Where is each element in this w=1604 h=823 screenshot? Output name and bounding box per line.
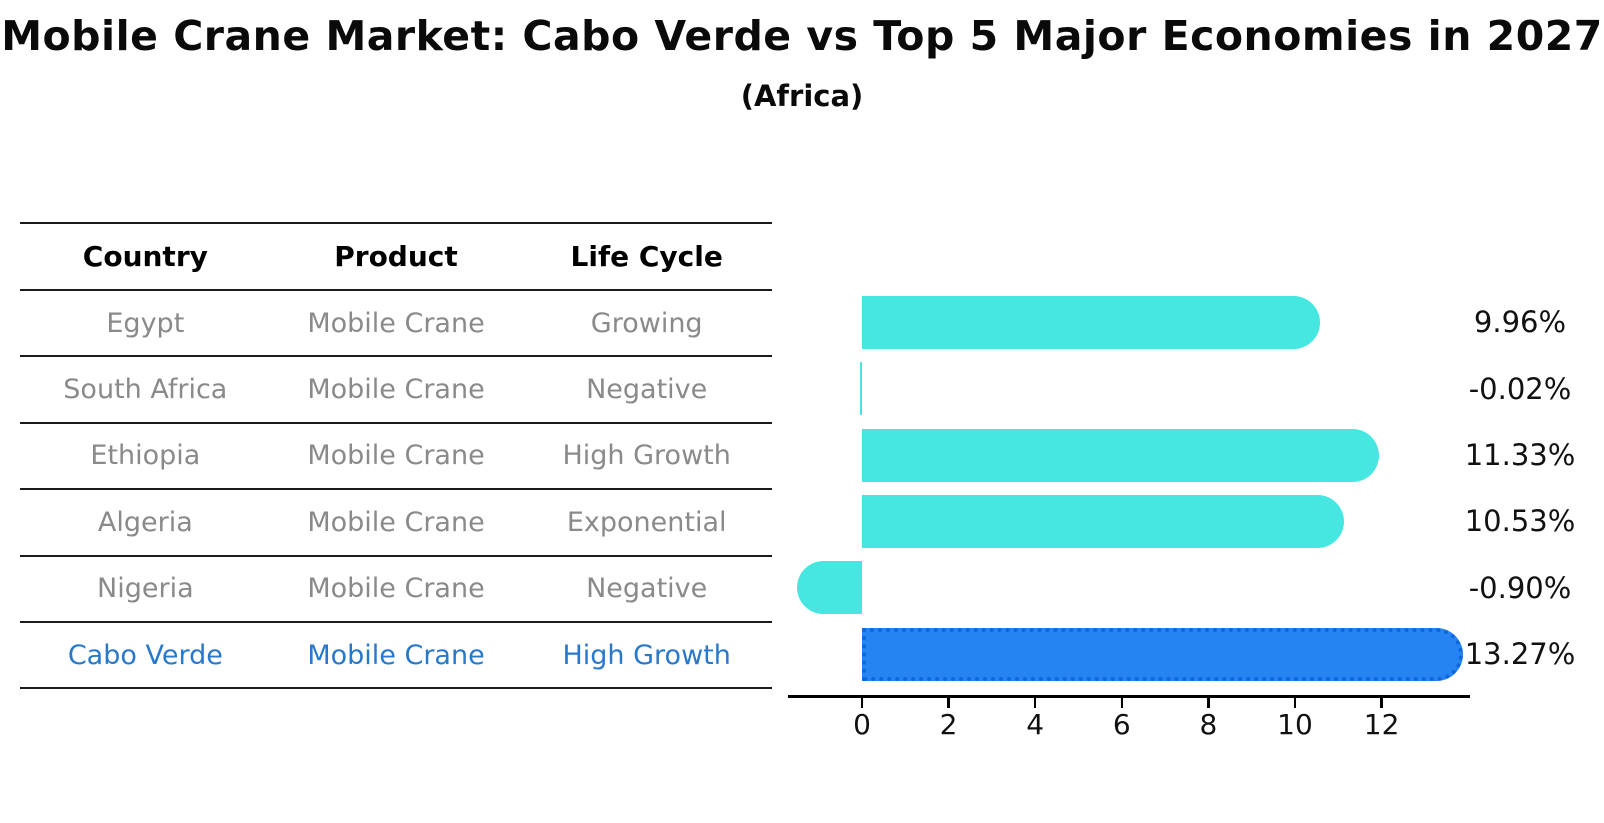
value-label-egypt: 9.96%: [1473, 305, 1567, 340]
x-tick-label: 8: [1199, 708, 1218, 741]
cell-country: Ethiopia: [90, 440, 201, 472]
cell-life-cycle: High Growth: [562, 639, 731, 671]
x-tick: [947, 698, 950, 708]
x-tick-label: 10: [1277, 708, 1313, 741]
x-tick-label: 2: [939, 708, 958, 741]
cell-product: Mobile Crane: [307, 573, 485, 605]
table-row-ethiopia: Ethiopia Mobile Crane High Growth: [20, 421, 772, 488]
column-header-product: Product: [334, 240, 458, 273]
chart-subtitle: (Africa): [740, 79, 864, 113]
bar-nigeria: [796, 561, 862, 615]
x-tick-label: 12: [1363, 708, 1400, 741]
table-row-south-africa: South Africa Mobile Crane Negative: [20, 355, 772, 421]
chart-title: Mobile Crane Market: Cabo Verde vs Top 5…: [1, 12, 1603, 60]
cell-life-cycle: Negative: [586, 573, 708, 605]
x-tick-label: 0: [853, 708, 871, 741]
bar-egypt: [862, 295, 1320, 349]
cell-country: Nigeria: [97, 573, 194, 605]
column-header-country: Country: [82, 240, 208, 273]
cell-product: Mobile Crane: [307, 639, 485, 671]
country-table: Country Product Life Cycle Egypt Mobile …: [20, 222, 772, 690]
table-row-algeria: Algeria Mobile Crane Exponential: [20, 488, 772, 554]
x-tick: [860, 698, 864, 708]
x-tick: [1293, 698, 1297, 708]
column-header-life-cycle: Life Cycle: [570, 240, 723, 273]
bar-ethiopia: [862, 428, 1380, 482]
table-row-egypt: Egypt Mobile Crane Growing: [20, 289, 772, 355]
x-tick-label: 6: [1112, 708, 1131, 741]
table-header-row: Country Product Life Cycle: [20, 222, 772, 289]
table-row-nigeria: Nigeria Mobile Crane Negative: [20, 554, 772, 621]
cell-life-cycle: Negative: [586, 374, 708, 406]
cell-country: South Africa: [63, 374, 228, 406]
bar-algeria: [862, 494, 1345, 548]
cell-country: Cabo Verde: [67, 639, 223, 671]
x-tick-label: 4: [1026, 708, 1045, 741]
table-row-cabo-verde: Cabo Verde Mobile Crane High Growth: [20, 620, 772, 687]
bar-south-africa: [859, 362, 862, 416]
x-axis-line: [788, 695, 1471, 698]
x-tick: [1207, 698, 1210, 708]
cell-product: Mobile Crane: [307, 374, 485, 406]
value-label-ethiopia: 11.33%: [1464, 438, 1576, 472]
cell-product: Mobile Crane: [307, 440, 485, 472]
value-label-cabo-verde: 13.27%: [1464, 637, 1576, 672]
cell-life-cycle: Exponential: [566, 506, 727, 538]
value-label-algeria: 10.53%: [1464, 504, 1576, 539]
cell-country: Algeria: [97, 506, 193, 538]
bar-cabo-verde-highlight: [862, 627, 1464, 681]
cell-life-cycle: High Growth: [562, 440, 731, 472]
value-label-south-africa: -0.02%: [1468, 371, 1572, 406]
x-tick: [1380, 698, 1383, 708]
x-tick: [1033, 698, 1037, 708]
cell-product: Mobile Crane: [307, 506, 485, 538]
cell-country: Egypt: [106, 307, 185, 339]
cell-life-cycle: Growing: [590, 307, 703, 339]
value-label-nigeria: -0.90%: [1468, 570, 1572, 605]
x-tick: [1120, 698, 1124, 708]
cell-product: Mobile Crane: [307, 307, 485, 339]
